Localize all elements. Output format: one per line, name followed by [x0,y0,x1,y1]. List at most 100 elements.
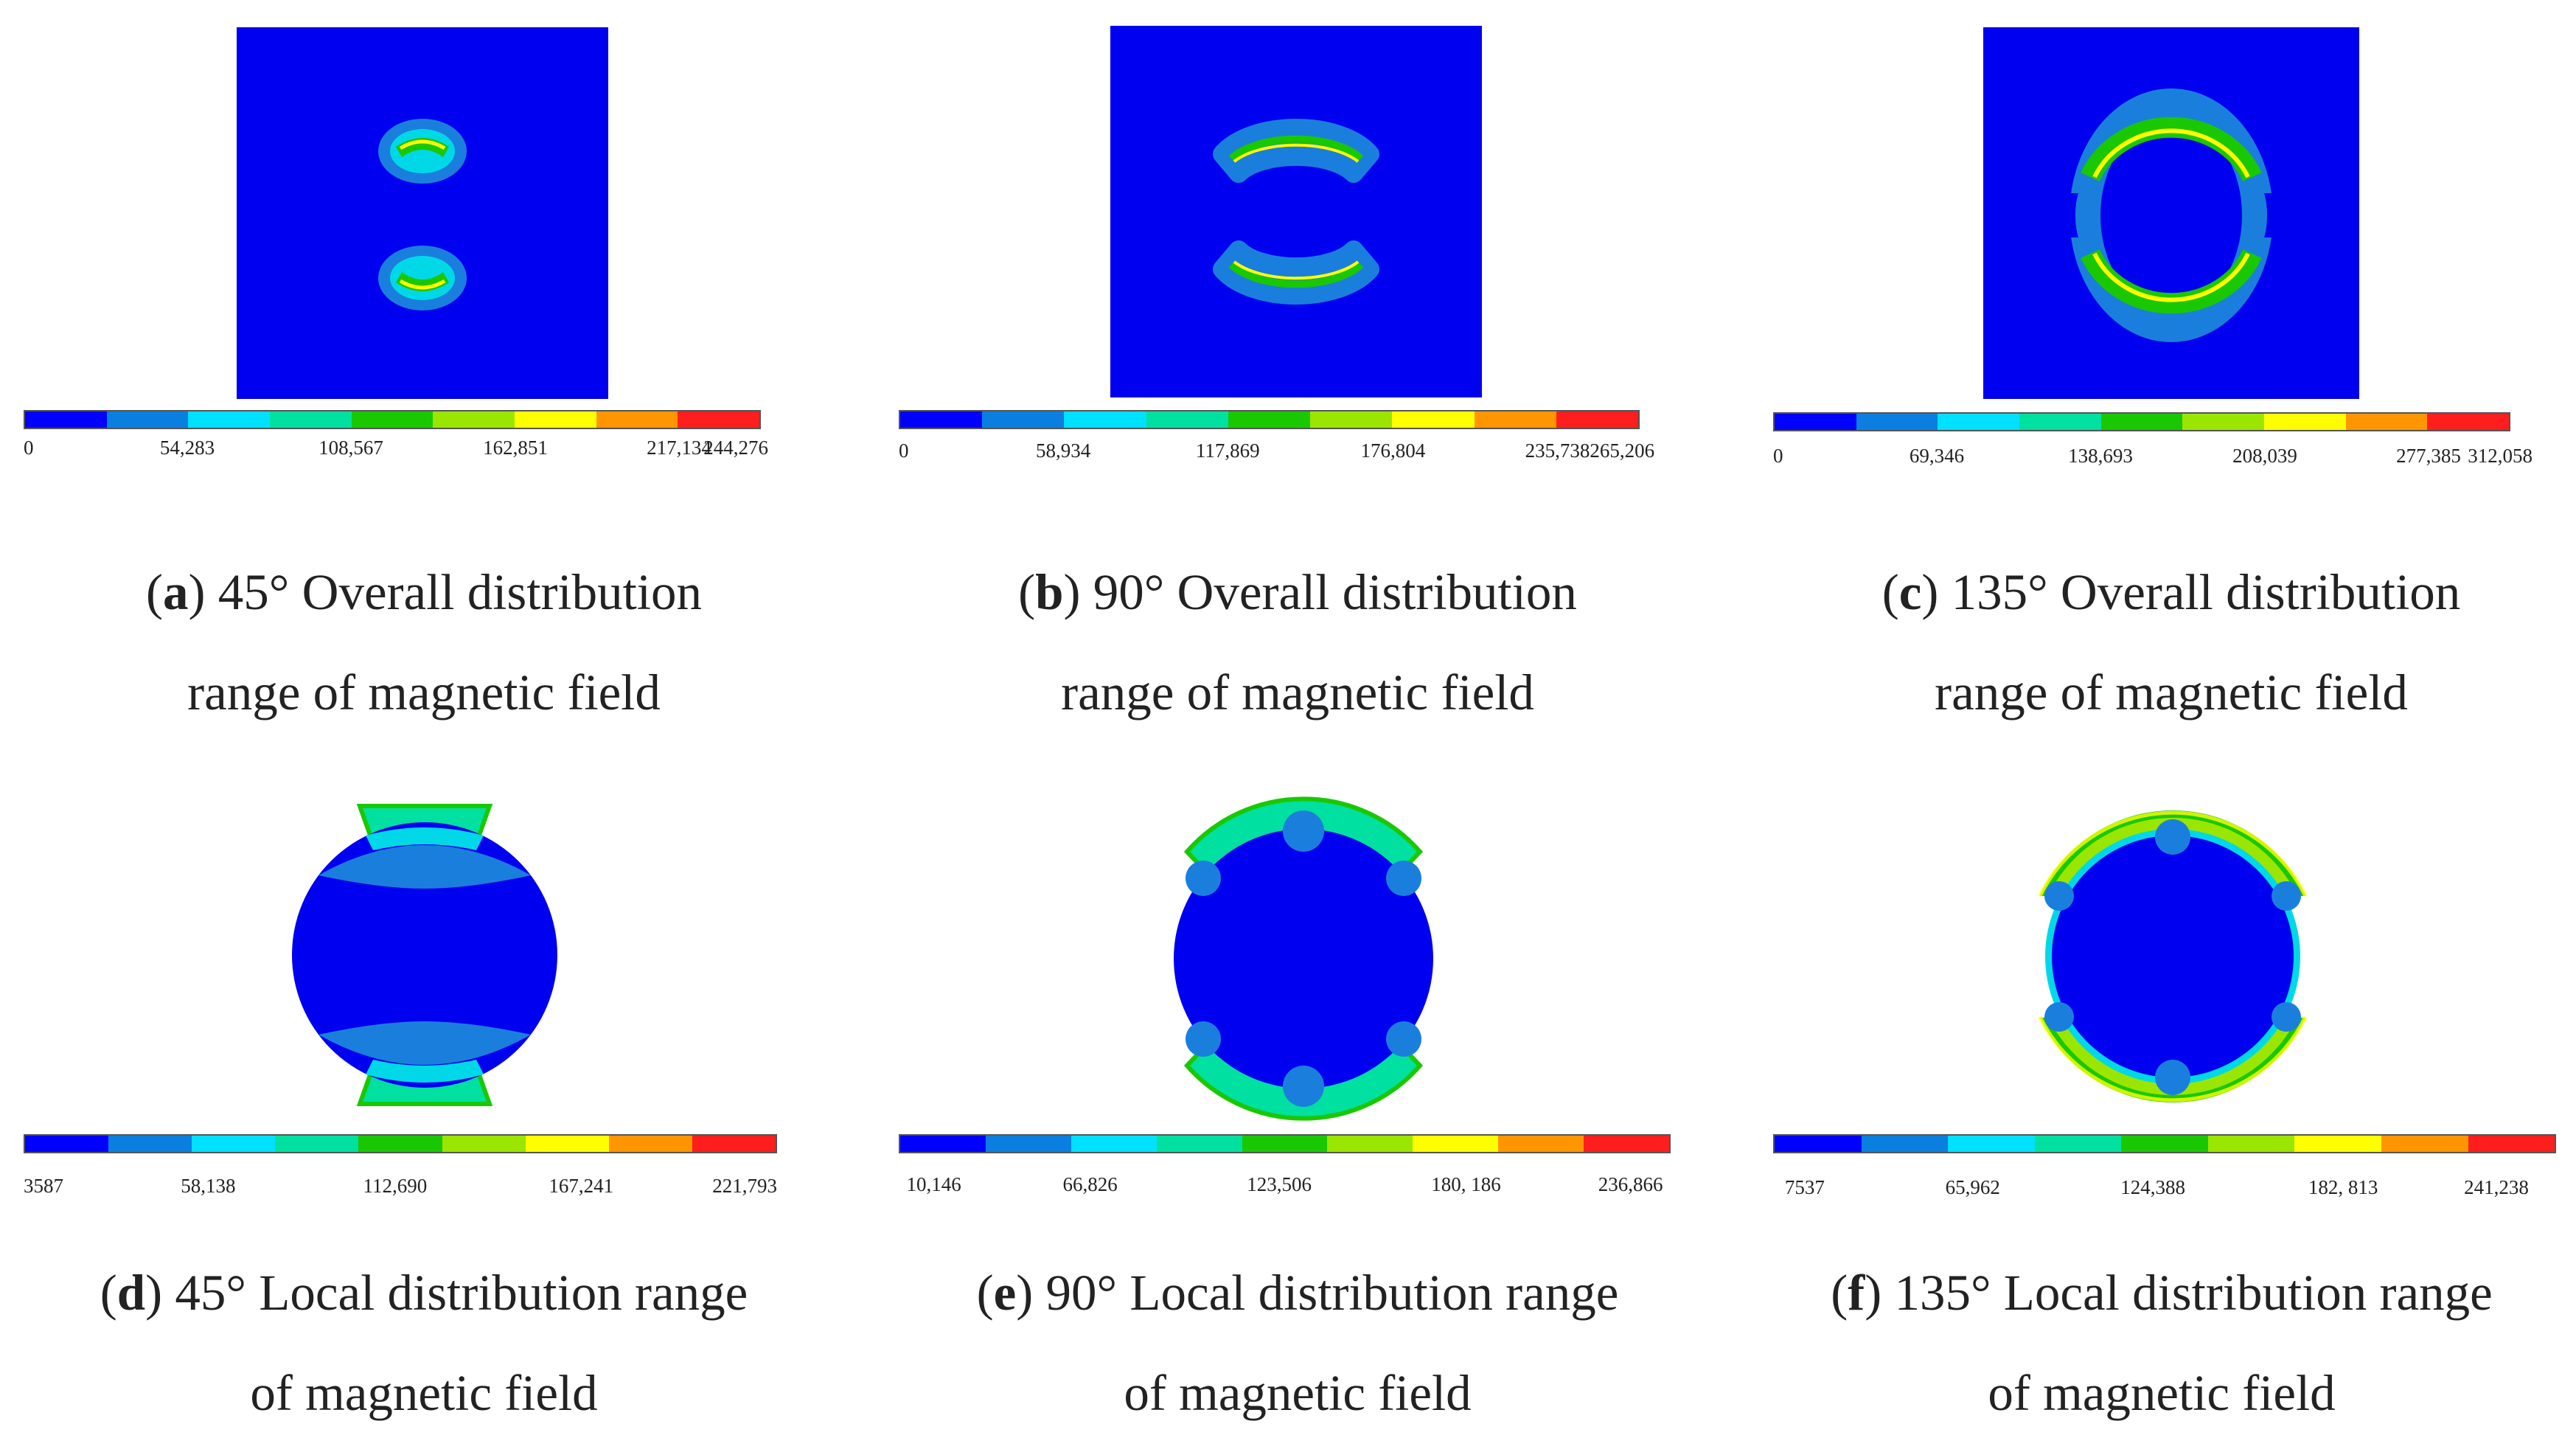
tick-label: 0 [24,437,34,459]
colorbar-segment [25,1136,109,1152]
tick-label: 217,134 [647,437,711,459]
colorbar-segment [351,411,434,428]
colorbar-segment [1556,411,1638,428]
tick-label: 244,276 [703,437,768,459]
caption-line2: range of magnetic field [1935,664,2408,720]
tick-label: 108,567 [318,437,383,459]
colorbar-segment [108,1136,192,1152]
colorbar-c [1773,412,2510,431]
colorbar-segment [188,411,271,428]
caption-line2: range of magnetic field [187,664,661,720]
tick-label: 3587 [24,1175,63,1197]
colorbar-segment [515,411,596,428]
tick-label: 138,693 [2068,445,2133,467]
colorbar-segment [1474,411,1556,428]
caption-line1: 45° Local distribution range [162,1265,748,1321]
simulation-image-d [292,804,557,1106]
colorbar-segment [678,411,760,428]
tick-label: 0 [1773,445,1783,467]
colorbar-segment [900,411,983,428]
simulation-image-a [237,27,608,399]
colorbar-segment [2121,1136,2208,1152]
colorbar-ticks-a: 0 54,283 108,567 162,851 217,134 244,276 [24,437,768,466]
caption-line2: of magnetic field [250,1365,598,1421]
colorbar-b [899,410,1640,429]
caption-e: (e) 90° Local distribution range of magn… [976,1265,1619,1421]
colorbar-segment [1071,1136,1157,1152]
tick-label: 236,866 [1598,1173,1663,1195]
colorbar-segment [2381,1136,2468,1152]
colorbar-f [1773,1134,2556,1153]
tick-label: 69,346 [1909,445,1965,467]
colorbar-segment [2100,414,2183,430]
colorbar-segment [1938,414,2020,430]
colorbar-segment [358,1136,442,1152]
colorbar-segment [1064,411,1146,428]
colorbar-segment [2294,1136,2381,1152]
tick-label: 180, 186 [1431,1173,1501,1195]
simulation-image-b [1110,26,1482,397]
simulation-image-f [2011,810,2335,1102]
colorbar-ticks-f: 7537 65,962 124,388 182, 813 241,238 [1773,1176,2556,1206]
tick-label: 58,138 [181,1175,236,1197]
colorbar-ticks-d: 3587 58,138 112,690 167,241 221,793 [24,1175,777,1204]
tick-label: 117,869 [1195,440,1260,462]
colorbar-segment [433,411,515,428]
colorbar-segment [2182,414,2265,430]
panel-letter: d [116,1265,146,1321]
tick-label: 208,039 [2232,445,2297,467]
colorbar-segment [2034,1136,2122,1152]
tick-label: 65,962 [1945,1176,2000,1198]
caption-line1: 45° Overall distribution [205,564,702,620]
tick-label: 265,206 [1590,440,1655,462]
colorbar-segment [1327,1136,1413,1152]
panel-letter: a [163,564,189,620]
caption-line1: 135° Local distribution range [1881,1265,2493,1321]
colorbar-segment [1861,1136,1949,1152]
simulation-image-c [1983,27,2359,399]
colorbar-segment [2345,414,2428,430]
tick-label: 58,934 [1035,440,1091,462]
colorbar-segment [106,411,189,428]
tick-label: 176,804 [1360,440,1426,462]
caption-f: (f) 135° Local distribution range of mag… [1831,1265,2493,1421]
colorbar-segment [900,1136,986,1152]
caption-line1: 90° Local distribution range [1033,1265,1619,1321]
tick-label: 312,058 [2468,445,2533,467]
simulation-image-e [1174,796,1433,1121]
panel-letter: c [1898,564,1922,620]
colorbar-segment [982,411,1065,428]
colorbar-a [24,410,761,429]
colorbar-segment [1242,1136,1328,1152]
tick-label: 167,241 [549,1175,614,1197]
caption-c: (c) 135° Overall distribution range of m… [1881,564,2461,720]
colorbar-segment [1156,1136,1242,1152]
tick-label: 124,388 [2120,1176,2185,1198]
colorbar-segment [192,1136,276,1152]
caption-line1: 90° Overall distribution [1080,564,1577,620]
colorbar-segment [2427,414,2510,430]
colorbar-segment [2019,414,2101,430]
caption-d: (d) 45° Local distribution range of magn… [100,1265,748,1421]
colorbar-segment [1584,1136,1670,1152]
panel-letter: e [993,1265,1017,1321]
colorbar-segment [25,411,107,428]
colorbar-segment [1413,1136,1499,1152]
colorbar-segment [1392,411,1475,428]
colorbar-ticks-b: 0 58,934 117,869 176,804 235,738 265,206 [899,440,1654,469]
colorbar-d [24,1134,777,1153]
tick-label: 241,238 [2464,1176,2529,1198]
tick-label: 277,385 [2396,445,2461,467]
tick-label: 10,146 [906,1173,961,1195]
colorbar-segment [525,1136,609,1152]
caption-a: (a) 45° Overall distribution range of ma… [146,564,702,720]
caption-line2: of magnetic field [1124,1365,1472,1421]
colorbar-segment [1775,414,1856,430]
colorbar-segment [2468,1136,2555,1152]
tick-label: 182, 813 [2308,1176,2378,1198]
panel-letter: f [1848,1265,1865,1321]
caption-line1: 135° Overall distribution [1938,564,2461,620]
colorbar-e [899,1134,1671,1153]
tick-label: 221,793 [712,1175,777,1197]
colorbar-segment [608,1136,692,1152]
